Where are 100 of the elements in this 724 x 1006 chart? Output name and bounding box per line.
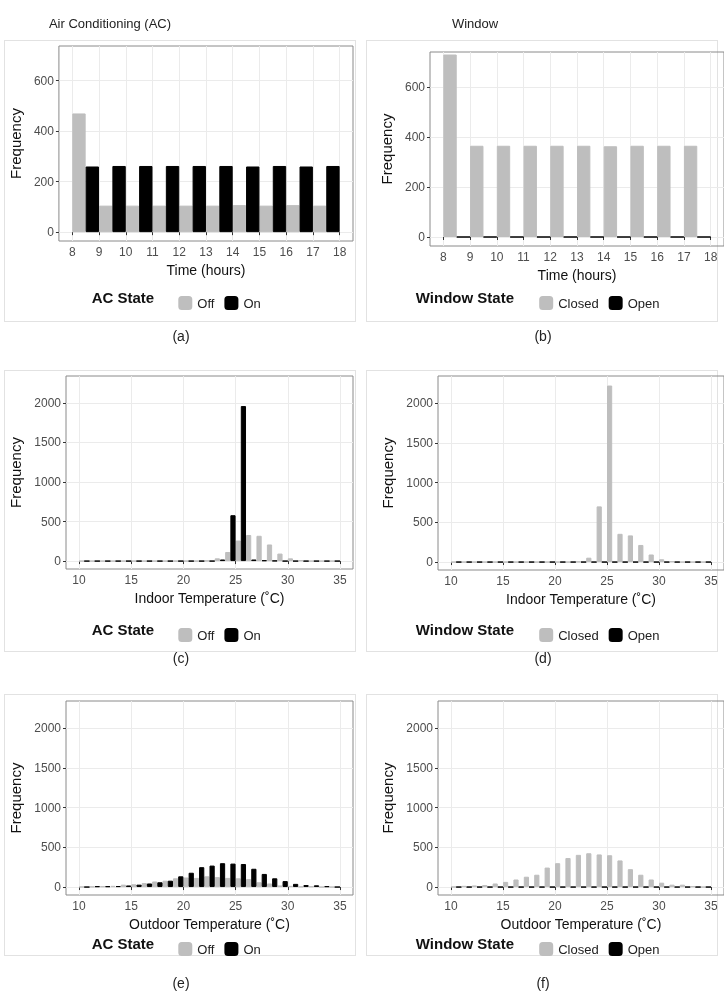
legend-title: Window State bbox=[415, 289, 514, 306]
legend-title: Window State bbox=[415, 935, 514, 952]
x-tick-label: 20 bbox=[548, 899, 562, 913]
x-tick-label: 35 bbox=[704, 899, 718, 913]
x-axis-title: Time (hours) bbox=[537, 266, 617, 283]
text: (b) bbox=[534, 328, 552, 344]
text: (e) bbox=[172, 975, 190, 991]
x-tick-label: 10 bbox=[72, 899, 87, 913]
y-tick-label: 500 bbox=[40, 840, 62, 855]
y-tick-label: 500 bbox=[412, 840, 434, 855]
y-tick-label: 1500 bbox=[34, 435, 62, 450]
legend-label: On bbox=[243, 627, 261, 643]
x-tick-label: 25 bbox=[228, 573, 243, 587]
y-axis-title: Frequency bbox=[378, 113, 396, 185]
y-tick-label: 500 bbox=[412, 515, 434, 530]
legend-title: AC State bbox=[91, 621, 155, 638]
y-tick-label: 400 bbox=[33, 124, 55, 139]
y-axis-title: Frequency bbox=[379, 762, 397, 834]
x-tick-label: 16 bbox=[279, 245, 294, 259]
y-tick-label: 2000 bbox=[406, 721, 434, 736]
x-tick-label: 30 bbox=[281, 899, 295, 913]
y-tick-label: 2000 bbox=[34, 395, 62, 410]
y-tick-label: 600 bbox=[404, 80, 426, 94]
legend-label: Open bbox=[627, 627, 660, 643]
y-axis-title: Frequency bbox=[379, 437, 397, 509]
y-tick-label: 500 bbox=[40, 514, 62, 529]
x-tick-label: 30 bbox=[281, 573, 295, 587]
x-tick-label: 20 bbox=[176, 573, 191, 587]
y-tick-label: 1000 bbox=[34, 474, 62, 489]
text: (d) bbox=[534, 650, 552, 666]
x-tick-label: 18 bbox=[332, 245, 347, 259]
x-tick-label: 12 bbox=[543, 250, 558, 264]
y-tick-label: 1000 bbox=[406, 800, 434, 815]
x-tick-label: 9 bbox=[466, 250, 474, 264]
y-tick-label: 0 bbox=[47, 225, 55, 240]
x-tick-label: 8 bbox=[68, 245, 76, 259]
y-tick-label: 200 bbox=[33, 174, 55, 189]
x-tick-label: 15 bbox=[623, 250, 638, 264]
x-tick-label: 10 bbox=[490, 250, 504, 264]
x-tick-label: 18 bbox=[703, 250, 718, 264]
x-tick-label: 10 bbox=[444, 899, 458, 913]
x-tick-label: 25 bbox=[600, 574, 614, 588]
x-axis-title: Indoor Temperature (˚C) bbox=[134, 589, 285, 606]
text: (f) bbox=[536, 975, 550, 991]
x-tick-label: 15 bbox=[496, 574, 510, 588]
x-tick-label: 12 bbox=[172, 245, 187, 259]
y-tick-label: 0 bbox=[54, 554, 62, 569]
y-axis-title: Frequency bbox=[7, 762, 25, 834]
x-tick-label: 17 bbox=[306, 245, 320, 259]
y-axis-title: Frequency bbox=[7, 436, 25, 508]
x-tick-label: 10 bbox=[72, 573, 87, 587]
x-tick-label: 8 bbox=[440, 250, 448, 264]
x-tick-label: 15 bbox=[496, 899, 510, 913]
x-axis-title: Outdoor Temperature (˚C) bbox=[129, 915, 290, 932]
chart-title: Window bbox=[451, 16, 499, 31]
chart-title: Air Conditioning (AC) bbox=[48, 16, 172, 31]
legend-title: AC State bbox=[91, 935, 155, 952]
y-tick-label: 1000 bbox=[34, 800, 62, 815]
x-axis-title: Time (hours) bbox=[166, 261, 246, 278]
x-tick-label: 16 bbox=[650, 250, 665, 264]
y-tick-label: 400 bbox=[404, 130, 426, 144]
x-axis-title: Outdoor Temperature (˚C) bbox=[500, 915, 662, 932]
legend-label: Closed bbox=[558, 627, 599, 643]
x-tick-label: 20 bbox=[176, 899, 191, 913]
legend-title: AC State bbox=[91, 289, 155, 306]
x-tick-label: 35 bbox=[704, 574, 718, 588]
legend-label: Open bbox=[627, 295, 660, 311]
x-tick-label: 11 bbox=[146, 245, 160, 259]
x-tick-label: 30 bbox=[652, 574, 666, 588]
x-tick-label: 11 bbox=[517, 250, 531, 264]
legend-label: Off bbox=[197, 627, 215, 643]
x-tick-label: 30 bbox=[652, 899, 666, 913]
legend-label: Closed bbox=[558, 941, 599, 957]
x-tick-label: 35 bbox=[333, 573, 347, 587]
x-tick-label: 20 bbox=[548, 574, 562, 588]
x-tick-label: 15 bbox=[124, 573, 139, 587]
y-axis-title: Frequency bbox=[7, 107, 24, 179]
text: (c) bbox=[172, 650, 190, 666]
y-tick-label: 0 bbox=[426, 555, 434, 570]
y-tick-label: 0 bbox=[426, 880, 434, 895]
legend-label: On bbox=[243, 295, 261, 311]
y-tick-label: 2000 bbox=[34, 721, 62, 736]
y-tick-label: 200 bbox=[404, 180, 426, 194]
legend-title: Window State bbox=[415, 621, 514, 638]
legend-label: Off bbox=[197, 295, 215, 311]
y-tick-label: 1500 bbox=[34, 760, 62, 775]
x-tick-label: 10 bbox=[444, 574, 458, 588]
legend-label: On bbox=[243, 941, 261, 957]
legend-label: Closed bbox=[558, 295, 599, 311]
text: (a) bbox=[172, 328, 190, 344]
legend-label: Open bbox=[627, 941, 660, 957]
x-tick-label: 13 bbox=[570, 250, 584, 264]
x-tick-label: 14 bbox=[597, 250, 611, 264]
y-tick-label: 1500 bbox=[406, 435, 434, 450]
x-tick-label: 25 bbox=[228, 899, 243, 913]
x-tick-label: 9 bbox=[95, 245, 103, 259]
y-tick-label: 1500 bbox=[406, 760, 434, 775]
x-tick-label: 15 bbox=[252, 245, 267, 259]
x-tick-label: 15 bbox=[124, 899, 139, 913]
x-tick-label: 25 bbox=[600, 899, 614, 913]
